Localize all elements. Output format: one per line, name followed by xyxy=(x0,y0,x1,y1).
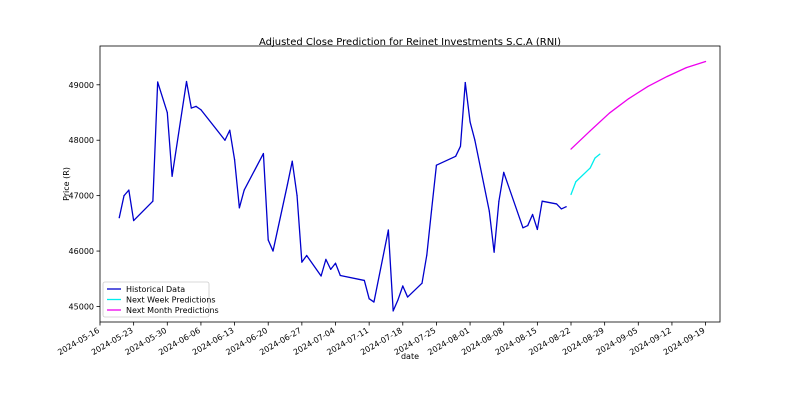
data-point xyxy=(200,109,202,111)
y-tick-label: 48000 xyxy=(69,136,94,145)
data-point xyxy=(431,208,433,211)
data-point xyxy=(402,285,404,287)
data-point xyxy=(296,195,298,197)
data-point xyxy=(262,152,265,155)
data-point xyxy=(195,105,197,108)
data-point xyxy=(570,193,572,196)
data-point xyxy=(565,206,567,208)
data-point xyxy=(608,112,611,114)
chart-title: Adjusted Close Prediction for Reinet Inv… xyxy=(259,37,561,48)
data-point xyxy=(541,200,543,202)
series-line-next-month-predictions xyxy=(570,60,706,150)
data-point xyxy=(330,268,332,270)
data-point xyxy=(397,299,399,301)
data-point xyxy=(589,167,591,169)
data-point xyxy=(589,130,591,132)
data-point xyxy=(238,207,240,209)
data-point xyxy=(704,60,707,63)
data-point xyxy=(286,183,289,186)
data-point xyxy=(133,219,135,222)
legend-label: Next Month Predictions xyxy=(126,306,219,315)
data-point xyxy=(599,153,601,155)
data-point xyxy=(387,229,389,231)
data-point xyxy=(363,279,365,282)
data-point xyxy=(455,155,457,157)
data-point xyxy=(570,148,572,150)
data-point xyxy=(459,145,462,147)
data-point xyxy=(118,217,120,219)
data-point xyxy=(560,208,562,210)
data-point xyxy=(272,250,274,252)
data-point xyxy=(555,203,558,205)
data-point xyxy=(469,121,471,123)
series-layer xyxy=(118,60,707,312)
data-point xyxy=(320,275,322,277)
data-point xyxy=(243,189,245,191)
data-point xyxy=(498,200,500,202)
data-point xyxy=(522,227,524,229)
data-point xyxy=(128,189,130,191)
data-point xyxy=(229,129,231,131)
data-point xyxy=(171,175,173,177)
data-point xyxy=(527,224,529,227)
data-point xyxy=(464,81,466,84)
y-tick-label: 45000 xyxy=(69,302,94,311)
data-point xyxy=(166,111,168,114)
legend-label: Next Week Predictions xyxy=(126,296,216,305)
plot-frame xyxy=(99,45,721,323)
y-tick-label: 46000 xyxy=(69,247,94,256)
data-point xyxy=(152,200,154,202)
y-axis: 45000 46000 47000 48000 49000 xyxy=(69,81,100,311)
legend-items: Historical Data Next Week PredictionsNext… xyxy=(107,285,219,315)
data-point xyxy=(406,296,409,298)
legend: Historical Data Next Week PredictionsNext… xyxy=(102,281,219,318)
data-point xyxy=(157,81,159,83)
data-point xyxy=(325,258,327,260)
data-point xyxy=(435,164,438,166)
x-axis-label: date xyxy=(401,352,419,361)
data-point xyxy=(647,85,649,88)
data-point xyxy=(291,160,293,162)
legend-label: Historical Data xyxy=(126,285,185,294)
data-point xyxy=(575,181,577,183)
data-point xyxy=(267,239,269,241)
data-point xyxy=(488,210,490,212)
data-point xyxy=(339,274,341,277)
data-point xyxy=(426,254,428,256)
data-point xyxy=(185,80,188,83)
y-tick-label: 47000 xyxy=(69,192,94,201)
data-point xyxy=(233,159,236,161)
data-point xyxy=(531,213,534,216)
data-point xyxy=(334,262,337,264)
data-point xyxy=(392,310,394,312)
plot-area xyxy=(99,45,721,323)
data-point xyxy=(224,139,226,141)
data-point xyxy=(503,171,505,173)
data-point xyxy=(628,98,630,100)
data-point xyxy=(301,261,303,263)
data-point xyxy=(474,139,476,141)
data-point xyxy=(666,75,668,78)
data-point xyxy=(373,301,375,303)
data-point xyxy=(685,67,687,69)
data-point xyxy=(421,282,423,284)
data-point xyxy=(190,107,192,109)
data-point xyxy=(123,195,125,197)
data-point xyxy=(536,228,538,231)
y-axis-label: Price (R) xyxy=(62,167,71,201)
y-tick-label: 49000 xyxy=(69,81,94,90)
data-point xyxy=(368,298,370,300)
data-point xyxy=(306,254,308,257)
data-point xyxy=(493,251,495,253)
legend-box xyxy=(102,281,210,318)
data-point xyxy=(594,157,596,159)
